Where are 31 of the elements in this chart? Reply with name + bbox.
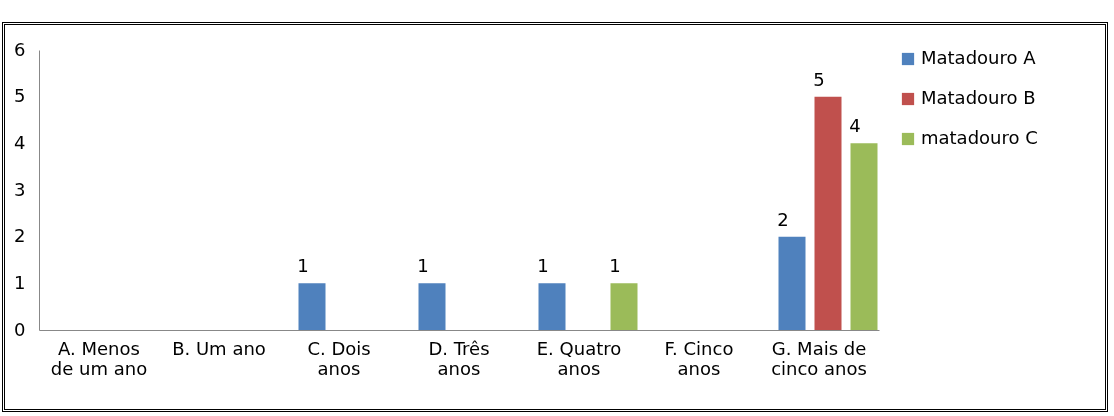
x-tick-label: A. Menos de um ano <box>50 337 148 379</box>
x-tick-label: F. Cinco anos <box>664 337 734 379</box>
data-label: 1 <box>297 255 309 277</box>
data-label: 5 <box>813 68 825 90</box>
legend-label: Matadouro A <box>921 47 1037 68</box>
bar <box>778 236 806 330</box>
bar <box>850 143 878 330</box>
bar <box>298 283 326 330</box>
bar <box>814 96 842 330</box>
x-tick-label: C. Dois anos <box>307 337 371 379</box>
y-tick-label: 0 <box>14 318 26 340</box>
data-label: 2 <box>777 208 789 230</box>
legend-label: Matadouro B <box>921 87 1036 108</box>
bar <box>610 283 638 330</box>
x-tick-label: D. Três anos <box>428 337 490 379</box>
data-label: 1 <box>537 255 549 277</box>
x-tick-label: G. Mais de cinco anos <box>771 337 867 379</box>
legend-label: matadouro C <box>921 127 1038 148</box>
y-tick-label: 1 <box>14 271 26 293</box>
y-tick-label: 5 <box>14 85 26 107</box>
data-label: 4 <box>849 115 861 137</box>
y-tick-label: 6 <box>14 38 26 60</box>
y-tick-label: 2 <box>14 225 26 247</box>
data-label: 1 <box>609 255 621 277</box>
x-tick-label: E. Quatro anos <box>536 337 622 379</box>
x-tick-label: B. Um ano <box>172 337 266 359</box>
bar <box>538 283 566 330</box>
bar <box>418 283 446 330</box>
data-label: 1 <box>417 255 429 277</box>
y-tick-label: 4 <box>14 131 26 153</box>
y-tick-label: 3 <box>14 178 26 200</box>
